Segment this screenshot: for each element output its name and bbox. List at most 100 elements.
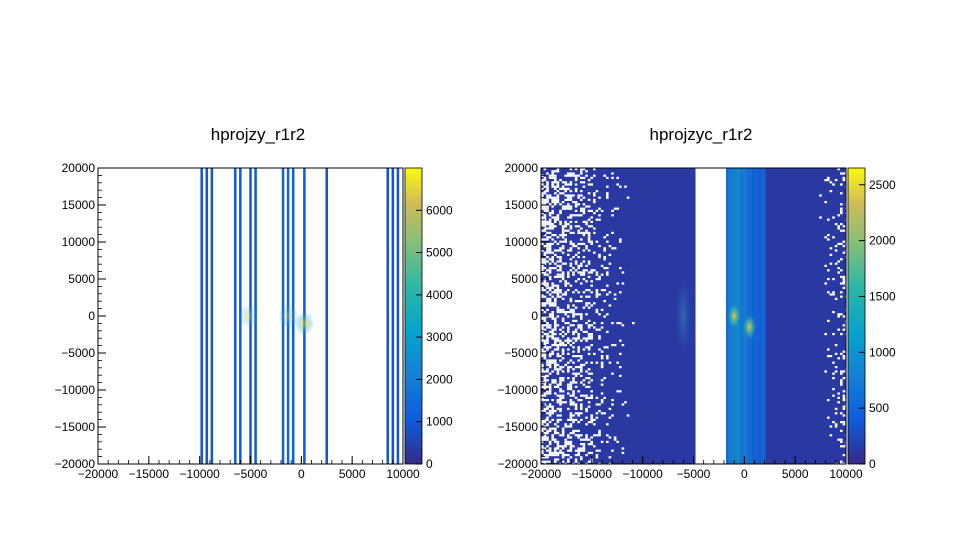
empty-bin	[572, 245, 575, 248]
empty-bin	[598, 449, 601, 452]
empty-bin	[548, 220, 552, 223]
empty-bin	[546, 231, 549, 234]
empty-bin	[621, 344, 625, 347]
data-column	[396, 168, 400, 464]
empty-bin	[543, 350, 547, 353]
x-tick-label: −15000	[129, 467, 170, 481]
empty-bin	[595, 308, 599, 311]
empty-bin	[541, 335, 544, 338]
empty-bin	[595, 190, 599, 193]
empty-bin	[554, 187, 557, 190]
empty-bin	[567, 341, 570, 344]
empty-bin	[572, 377, 575, 380]
empty-bin	[559, 359, 562, 362]
colorbar-tick-label: 3000	[426, 330, 453, 344]
empty-bin	[543, 229, 547, 232]
empty-bin	[842, 245, 846, 248]
empty-bin	[541, 423, 544, 426]
empty-bin	[567, 440, 570, 443]
empty-bin	[606, 293, 609, 296]
empty-bin	[587, 271, 591, 274]
empty-bin	[551, 379, 554, 382]
empty-bin	[598, 253, 601, 256]
empty-bin	[543, 438, 547, 441]
empty-bin	[543, 377, 547, 380]
empty-bin	[551, 436, 554, 439]
empty-bin	[580, 363, 583, 366]
empty-bin	[600, 308, 604, 311]
empty-bin	[574, 220, 578, 223]
empty-bin	[587, 183, 591, 186]
empty-bin	[546, 251, 549, 254]
empty-bin	[837, 357, 840, 360]
empty-bin	[559, 295, 562, 298]
empty-bin	[598, 348, 601, 351]
empty-bin	[556, 273, 560, 276]
empty-bin	[556, 306, 560, 309]
colorbar-tick-label: 2000	[426, 372, 453, 386]
empty-bin	[603, 249, 606, 252]
empty-bin	[590, 396, 593, 399]
empty-bin	[559, 256, 562, 259]
empty-bin	[561, 434, 565, 437]
empty-bin	[580, 366, 583, 369]
empty-bin	[548, 297, 552, 300]
empty-bin	[827, 234, 830, 237]
empty-bin	[551, 438, 554, 441]
empty-bin	[546, 196, 549, 199]
empty-bin	[559, 240, 562, 243]
empty-bin	[567, 383, 570, 386]
empty-bin	[554, 192, 557, 195]
empty-bin	[577, 447, 580, 450]
empty-bin	[587, 319, 591, 322]
empty-bin	[593, 322, 596, 325]
empty-bin	[574, 460, 578, 463]
y-tick-label: 15000	[505, 198, 539, 212]
empty-bin	[559, 269, 562, 272]
empty-bin	[582, 438, 586, 441]
empty-bin	[840, 242, 843, 245]
empty-bin	[580, 273, 583, 276]
empty-bin	[548, 372, 552, 375]
x-tick-label: 0	[298, 467, 305, 481]
empty-bin	[824, 236, 827, 239]
empty-bin	[561, 394, 565, 397]
empty-bin	[580, 381, 583, 384]
empty-bin	[551, 328, 554, 331]
empty-bin	[543, 220, 547, 223]
empty-bin	[546, 190, 549, 193]
empty-bin	[577, 337, 580, 340]
empty-bin	[548, 388, 552, 391]
empty-bin	[551, 201, 554, 204]
empty-bin	[587, 346, 591, 349]
empty-bin	[590, 451, 593, 454]
empty-bin	[616, 282, 619, 285]
empty-bin	[840, 460, 843, 463]
empty-bin	[554, 170, 557, 173]
empty-bin	[842, 328, 846, 331]
empty-bin	[572, 432, 575, 435]
empty-bin	[546, 429, 549, 432]
empty-bin	[541, 304, 544, 307]
empty-bin	[580, 355, 583, 358]
empty-bin	[582, 363, 586, 366]
empty-bin	[546, 209, 549, 212]
empty-bin	[574, 179, 578, 182]
empty-bin	[590, 284, 593, 287]
empty-bin	[548, 443, 552, 446]
empty-bin	[564, 284, 567, 287]
empty-bin	[541, 260, 544, 263]
empty-bin	[561, 187, 565, 190]
empty-bin	[546, 249, 549, 252]
y-tick-label: −5000	[61, 346, 95, 360]
empty-bin	[541, 385, 544, 388]
empty-bin	[577, 242, 580, 245]
empty-bin	[585, 313, 588, 316]
empty-bin	[559, 264, 562, 267]
empty-bin	[582, 242, 586, 245]
empty-bin	[543, 271, 547, 274]
empty-bin	[548, 212, 552, 215]
empty-bin	[574, 306, 578, 309]
empty-bin	[587, 236, 591, 239]
